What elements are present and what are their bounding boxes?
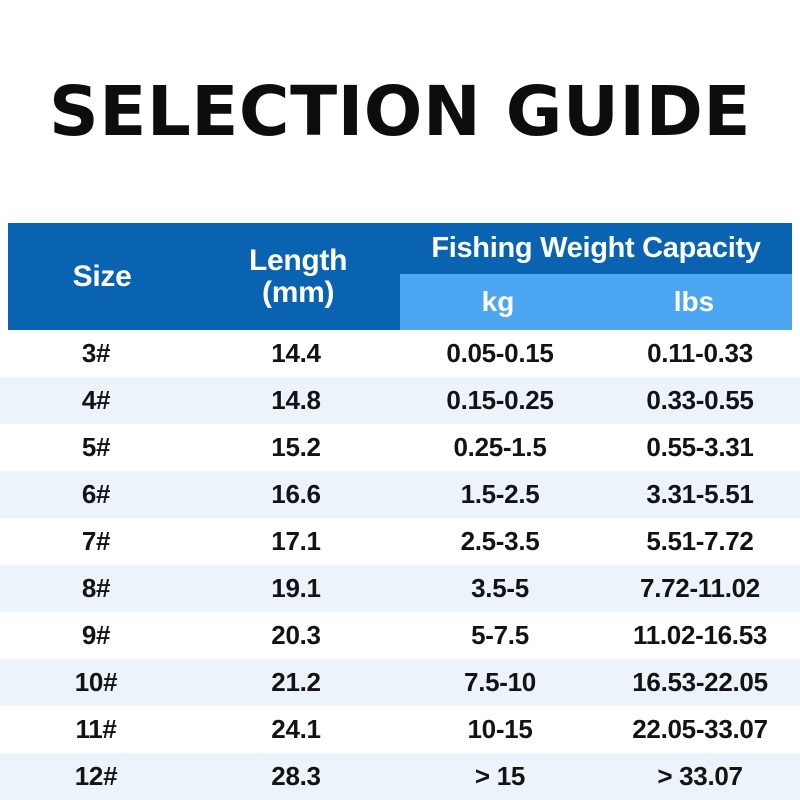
table-row: 4# 14.8 0.15-0.25 0.33-0.55 [0, 377, 800, 425]
cell-lbs: 0.11-0.33 [647, 338, 753, 369]
cell-length: 28.3 [271, 760, 321, 791]
cell-size: 6# [81, 479, 111, 510]
cell-size: 4# [81, 385, 111, 416]
cell-kg: 5-7.5 [471, 620, 529, 651]
cell-size: 8# [81, 573, 111, 604]
cell-kg: 0.15-0.25 [446, 385, 554, 416]
table-row: 8# 19.1 3.5-5 7.72-11.02 [0, 565, 800, 613]
capacity-subheader: kg lbs [399, 274, 792, 331]
cell-size: 5# [81, 432, 111, 463]
column-header-length-line1: Length [248, 243, 348, 277]
table-header: Size Length (mm) Fishing Weight Capacity… [8, 223, 792, 331]
cell-lbs: 22.05-33.07 [632, 714, 768, 745]
cell-length: 14.4 [271, 338, 321, 369]
cell-kg: > 15 [474, 760, 526, 791]
table-row: 11# 24.1 10-15 22.05-33.07 [0, 706, 800, 754]
cell-length: 20.3 [271, 620, 321, 651]
cell-kg: 2.5-3.5 [460, 526, 540, 557]
cell-length: 21.2 [271, 667, 321, 698]
cell-size: 11# [75, 714, 117, 745]
column-header-lbs: lbs [673, 286, 715, 318]
cell-size: 10# [74, 667, 118, 698]
column-group-capacity-label: Fishing Weight Capacity [399, 223, 792, 275]
cell-size: 7# [81, 526, 111, 557]
page-title: SELECTION GUIDE [49, 71, 751, 152]
table-row: 10# 21.2 7.5-10 16.53-22.05 [0, 659, 800, 707]
cell-size: 12# [74, 760, 118, 791]
cell-length: 17.1 [271, 526, 321, 557]
cell-kg: 1.5-2.5 [460, 479, 540, 510]
cell-lbs: 0.55-3.31 [646, 432, 754, 463]
cell-length: 16.6 [271, 479, 321, 510]
table-row: 7# 17.1 2.5-3.5 5.51-7.72 [0, 518, 800, 566]
cell-lbs: 11.02-16.53 [632, 620, 768, 651]
column-header-size: Size [8, 223, 197, 331]
column-header-kg: kg [481, 286, 515, 318]
column-header-length-unit: (mm) [262, 275, 335, 309]
cell-kg: 3.5-5 [471, 573, 529, 604]
cell-length: 14.8 [271, 385, 321, 416]
cell-lbs: 3.31-5.51 [646, 479, 754, 510]
table-row: 6# 16.6 1.5-2.5 3.31-5.51 [0, 471, 800, 519]
cell-lbs: 5.51-7.72 [646, 526, 754, 557]
cell-kg: 7.5-10 [464, 667, 536, 698]
cell-length: 24.1 [271, 714, 321, 745]
cell-kg: 10-15 [467, 714, 533, 745]
cell-length: 19.1 [271, 573, 321, 604]
table-row: 12# 28.3 > 15 > 33.07 [0, 753, 800, 800]
cell-lbs: 0.33-0.55 [646, 385, 754, 416]
cell-size: 3# [81, 338, 111, 369]
table-row: 5# 15.2 0.25-1.5 0.55-3.31 [0, 424, 800, 472]
cell-length: 15.2 [271, 432, 321, 463]
column-header-length: Length (mm) [196, 223, 400, 331]
cell-kg: 0.25-1.5 [453, 432, 547, 463]
column-group-capacity: Fishing Weight Capacity kg lbs [399, 223, 792, 331]
cell-size: 9# [81, 620, 111, 651]
cell-lbs: > 33.07 [657, 760, 743, 791]
table-row: 9# 20.3 5-7.5 11.02-16.53 [0, 612, 800, 660]
cell-kg: 0.05-0.15 [446, 338, 554, 369]
table-body: 3# 14.4 0.05-0.15 0.11-0.33 4# 14.8 0.15-0.25 0… [0, 330, 800, 800]
table-row: 3# 14.4 0.05-0.15 0.11-0.33 [0, 330, 800, 378]
cell-lbs: 7.72-11.02 [640, 573, 760, 604]
cell-lbs: 16.53-22.05 [632, 667, 768, 698]
